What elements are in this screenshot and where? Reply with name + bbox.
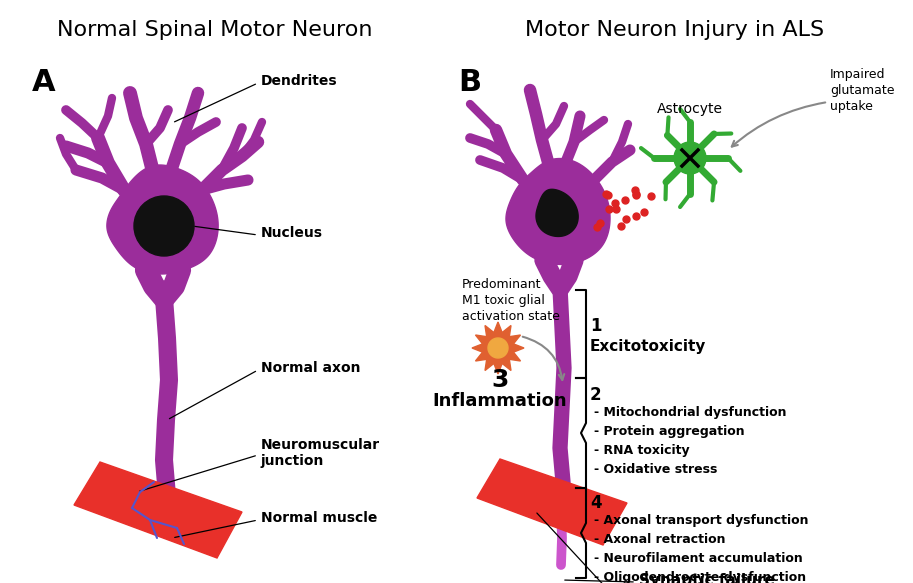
- Text: Predominant
M1 toxic glial
activation state: Predominant M1 toxic glial activation st…: [462, 278, 560, 323]
- Text: - Axonal retraction: - Axonal retraction: [594, 533, 726, 546]
- Text: Excitotoxicity: Excitotoxicity: [590, 339, 707, 353]
- Text: - Oxidative stress: - Oxidative stress: [594, 463, 718, 476]
- Text: A: A: [32, 68, 56, 97]
- Text: Normal muscle: Normal muscle: [261, 511, 377, 525]
- Text: 2: 2: [590, 386, 602, 404]
- Polygon shape: [477, 459, 627, 545]
- Text: B: B: [458, 68, 481, 97]
- Text: Neuromuscular
junction: Neuromuscular junction: [261, 438, 380, 468]
- Polygon shape: [472, 322, 524, 374]
- Text: - Mitochondrial dysfunction: - Mitochondrial dysfunction: [594, 406, 786, 419]
- Text: - Neurofilament accumulation: - Neurofilament accumulation: [594, 552, 803, 565]
- Text: Synaptic failure: Synaptic failure: [639, 574, 775, 583]
- Text: Astrocyte: Astrocyte: [657, 102, 723, 116]
- Text: Normal axon: Normal axon: [261, 361, 361, 375]
- Text: - RNA toxicity: - RNA toxicity: [594, 444, 689, 457]
- Polygon shape: [74, 462, 242, 558]
- Polygon shape: [506, 159, 610, 265]
- Text: Dendrites: Dendrites: [261, 74, 338, 88]
- Text: Inflammation: Inflammation: [433, 392, 567, 410]
- Text: - Oligodendrocyte dysfunction: - Oligodendrocyte dysfunction: [594, 571, 806, 583]
- Text: 3: 3: [491, 368, 509, 392]
- Circle shape: [488, 338, 508, 358]
- Text: Motor Neuron Injury in ALS: Motor Neuron Injury in ALS: [526, 20, 824, 40]
- Polygon shape: [107, 165, 218, 274]
- Polygon shape: [536, 189, 578, 237]
- Circle shape: [674, 142, 706, 174]
- Circle shape: [134, 196, 194, 256]
- Text: - Protein aggregation: - Protein aggregation: [594, 425, 745, 438]
- Text: Nucleus: Nucleus: [261, 226, 323, 240]
- Text: Normal Spinal Motor Neuron: Normal Spinal Motor Neuron: [58, 20, 373, 40]
- Text: - Axonal transport dysfunction: - Axonal transport dysfunction: [594, 514, 809, 527]
- Text: 1: 1: [590, 317, 602, 335]
- Text: Impaired
glutamate
uptake: Impaired glutamate uptake: [830, 68, 895, 113]
- Text: 4: 4: [590, 494, 602, 512]
